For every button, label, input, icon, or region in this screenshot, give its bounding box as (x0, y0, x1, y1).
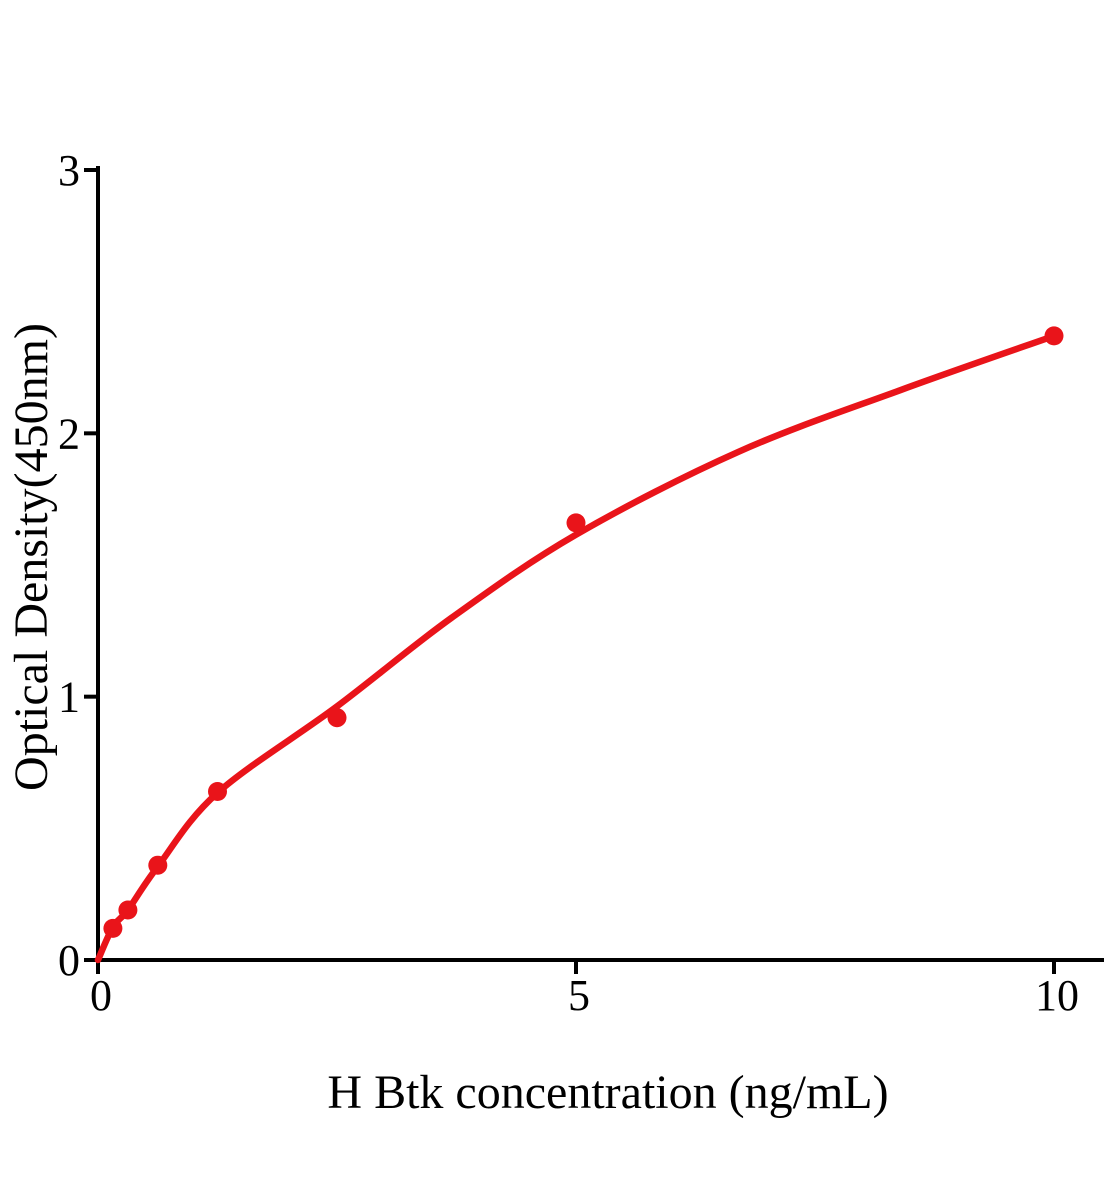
data-point (327, 708, 347, 728)
x-axis-title: H Btk concentration (ng/mL) (327, 1066, 888, 1119)
fit-curve-layer (94, 332, 1058, 964)
data-point (148, 855, 168, 875)
data-points-layer (103, 326, 1064, 938)
data-point (1044, 326, 1064, 346)
data-point (566, 513, 586, 533)
axes (84, 166, 1104, 974)
y-tick-label-3: 3 (58, 146, 80, 195)
x-tick-label-0: 0 (90, 971, 112, 1020)
x-tick-label-10: 10 (1035, 971, 1079, 1020)
x-tick-label-5: 5 (568, 971, 590, 1020)
data-point (208, 782, 227, 801)
y-axis-title: Optical Density(450nm) (5, 323, 58, 791)
y-tick-label-0: 0 (58, 936, 80, 985)
fit-curve (94, 332, 1058, 964)
y-tick-label-1: 1 (58, 673, 80, 722)
y-tick-label-2: 2 (58, 409, 80, 458)
data-point (103, 918, 123, 938)
data-point (118, 900, 138, 920)
tick-labels: 0 1 2 3 0 5 10 (58, 146, 1079, 1020)
